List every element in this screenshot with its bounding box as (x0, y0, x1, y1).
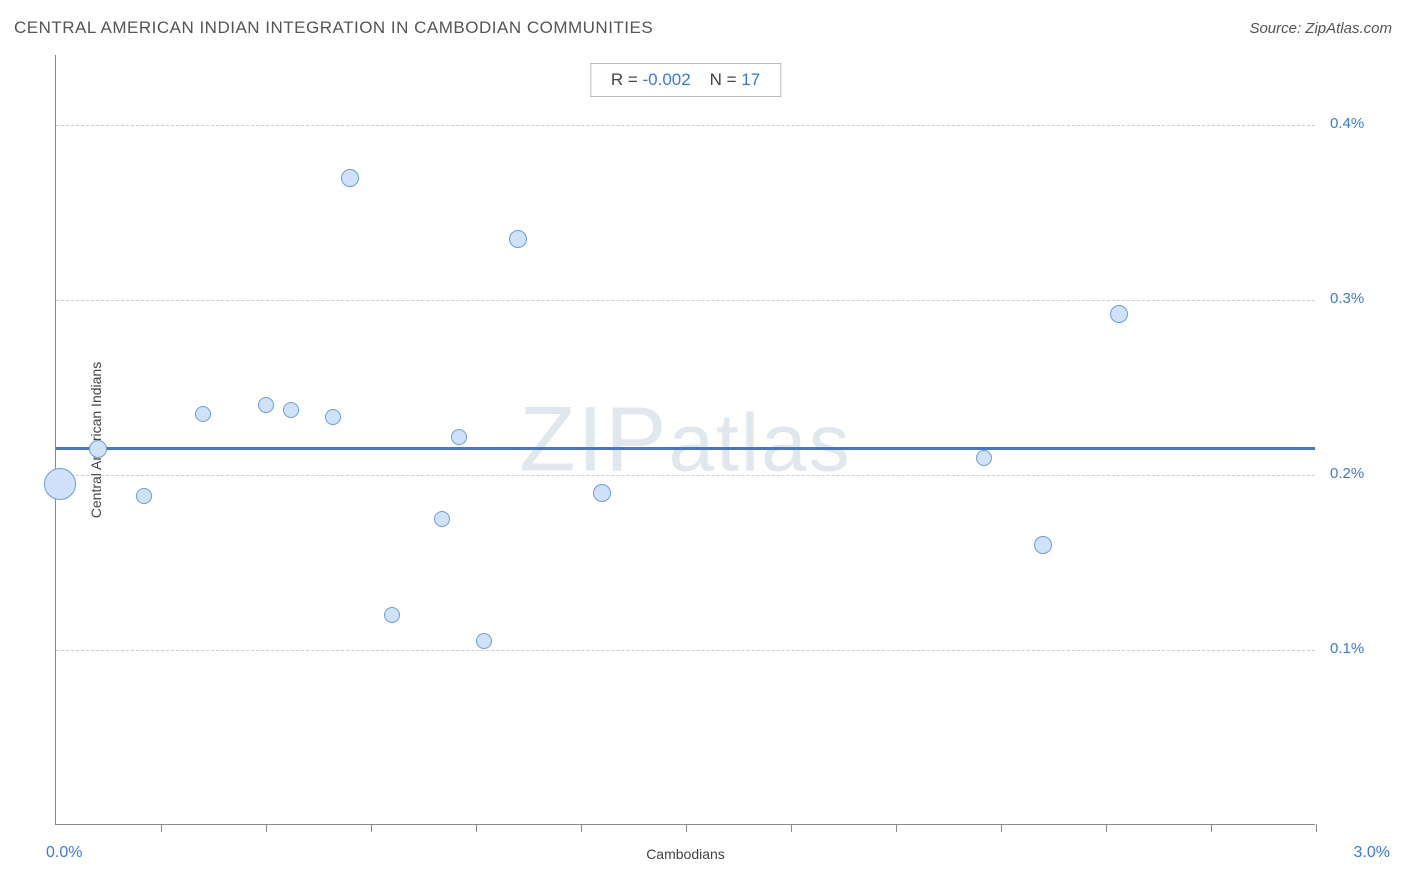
data-point (509, 230, 527, 248)
x-axis-label: Cambodians (646, 846, 725, 862)
gridline (56, 475, 1315, 476)
x-tick (1106, 824, 1107, 832)
data-point (451, 429, 467, 445)
r-value: -0.002 (642, 70, 690, 89)
gridline (56, 125, 1315, 126)
x-tick (581, 824, 582, 832)
data-point (136, 488, 152, 504)
n-value: 17 (741, 70, 760, 89)
chart-title: CENTRAL AMERICAN INDIAN INTEGRATION IN C… (14, 18, 653, 38)
data-point (283, 402, 299, 418)
data-point (195, 406, 211, 422)
gridline (56, 300, 1315, 301)
x-tick (161, 824, 162, 832)
data-point (341, 169, 359, 187)
scatter-plot: ZIPatlas Central American Indians Cambod… (55, 55, 1315, 825)
x-axis-max-label: 3.0% (1354, 844, 1390, 862)
x-tick (1316, 824, 1317, 832)
data-point (1034, 536, 1052, 554)
x-tick (476, 824, 477, 832)
data-point (1110, 305, 1128, 323)
y-tick-label: 0.2% (1330, 465, 1390, 482)
data-point (384, 607, 400, 623)
data-point (44, 468, 76, 500)
x-axis-min-label: 0.0% (46, 844, 82, 862)
x-tick (371, 824, 372, 832)
data-point (434, 511, 450, 527)
y-tick-label: 0.3% (1330, 290, 1390, 307)
data-point (325, 409, 341, 425)
watermark: ZIPatlas (519, 387, 851, 492)
x-tick (266, 824, 267, 832)
header: CENTRAL AMERICAN INDIAN INTEGRATION IN C… (14, 18, 1392, 38)
source-attribution: Source: ZipAtlas.com (1249, 20, 1392, 37)
r-label: R = (611, 70, 643, 89)
x-tick (791, 824, 792, 832)
stats-box: R = -0.002 N = 17 (590, 63, 781, 97)
regression-line (56, 447, 1315, 450)
gridline (56, 650, 1315, 651)
data-point (89, 440, 107, 458)
x-tick (686, 824, 687, 832)
x-tick (1001, 824, 1002, 832)
x-tick (1211, 824, 1212, 832)
y-tick-label: 0.4% (1330, 115, 1390, 132)
data-point (476, 633, 492, 649)
data-point (258, 397, 274, 413)
x-tick (896, 824, 897, 832)
data-point (976, 450, 992, 466)
data-point (593, 484, 611, 502)
y-tick-label: 0.1% (1330, 640, 1390, 657)
n-label: N = (710, 70, 742, 89)
